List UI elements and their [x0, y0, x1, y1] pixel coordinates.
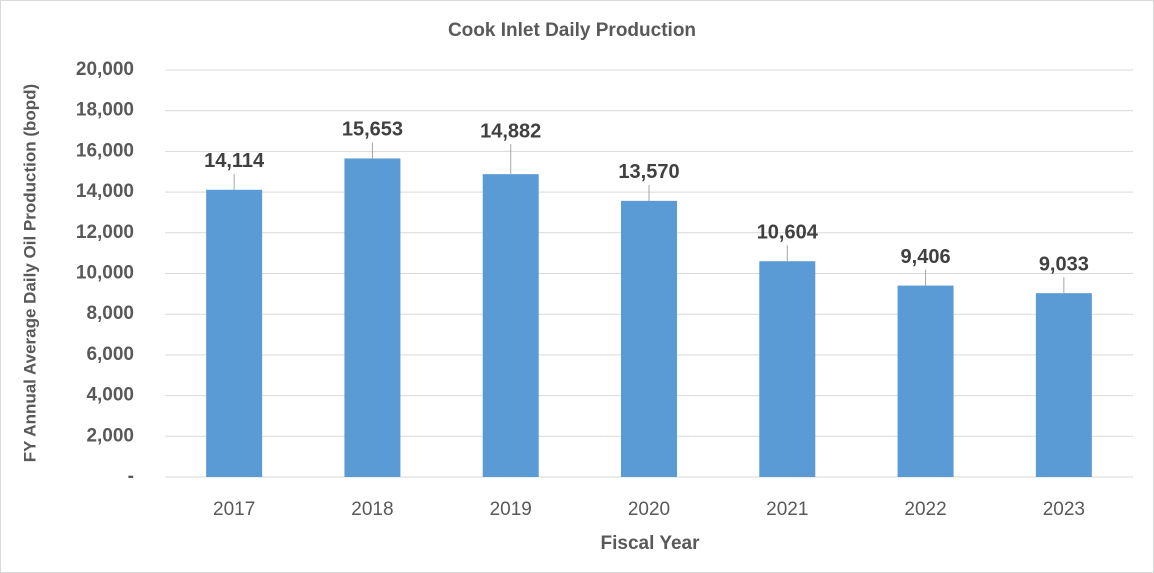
bar [759, 261, 816, 477]
x-tick-label: 2022 [904, 499, 946, 520]
bar [1035, 293, 1092, 477]
x-tick-label: 2020 [628, 499, 670, 520]
x-axis-title: Fiscal Year [601, 533, 701, 554]
data-label: 15,653 [342, 119, 403, 141]
bar [206, 189, 263, 478]
bar [897, 285, 954, 477]
y-tick-label: 20,000 [76, 59, 134, 80]
x-tick-label: 2021 [766, 499, 808, 520]
data-label: 9,406 [901, 246, 951, 268]
y-tick-label: - [128, 466, 134, 487]
y-tick-label: 12,000 [76, 222, 134, 243]
data-label: 10,604 [757, 221, 819, 243]
y-tick-label: 8,000 [86, 303, 134, 324]
y-tick-label: 10,000 [76, 263, 134, 284]
y-tick-label: 18,000 [76, 100, 134, 121]
x-tick-label: 2018 [351, 499, 393, 520]
bar [621, 200, 677, 477]
data-label: 9,033 [1039, 253, 1089, 275]
y-tick-label: 14,000 [76, 181, 134, 202]
x-tick-label: 2017 [213, 499, 255, 520]
data-label: 14,114 [204, 150, 265, 172]
y-axis-title: FY Annual Average Daily Oil Production (… [20, 84, 39, 462]
y-tick-label: 16,000 [76, 140, 134, 161]
data-label: 14,882 [480, 120, 541, 142]
x-tick-label: 2019 [490, 499, 532, 520]
chart-title: Cook Inlet Daily Production [448, 20, 696, 41]
data-label: 13,570 [618, 161, 679, 183]
y-tick-label: 4,000 [86, 385, 134, 406]
bar [344, 158, 401, 477]
bar [482, 174, 539, 477]
x-tick-label: 2023 [1043, 499, 1085, 520]
y-tick-label: 6,000 [86, 344, 134, 365]
y-tick-label: 2,000 [86, 425, 134, 446]
